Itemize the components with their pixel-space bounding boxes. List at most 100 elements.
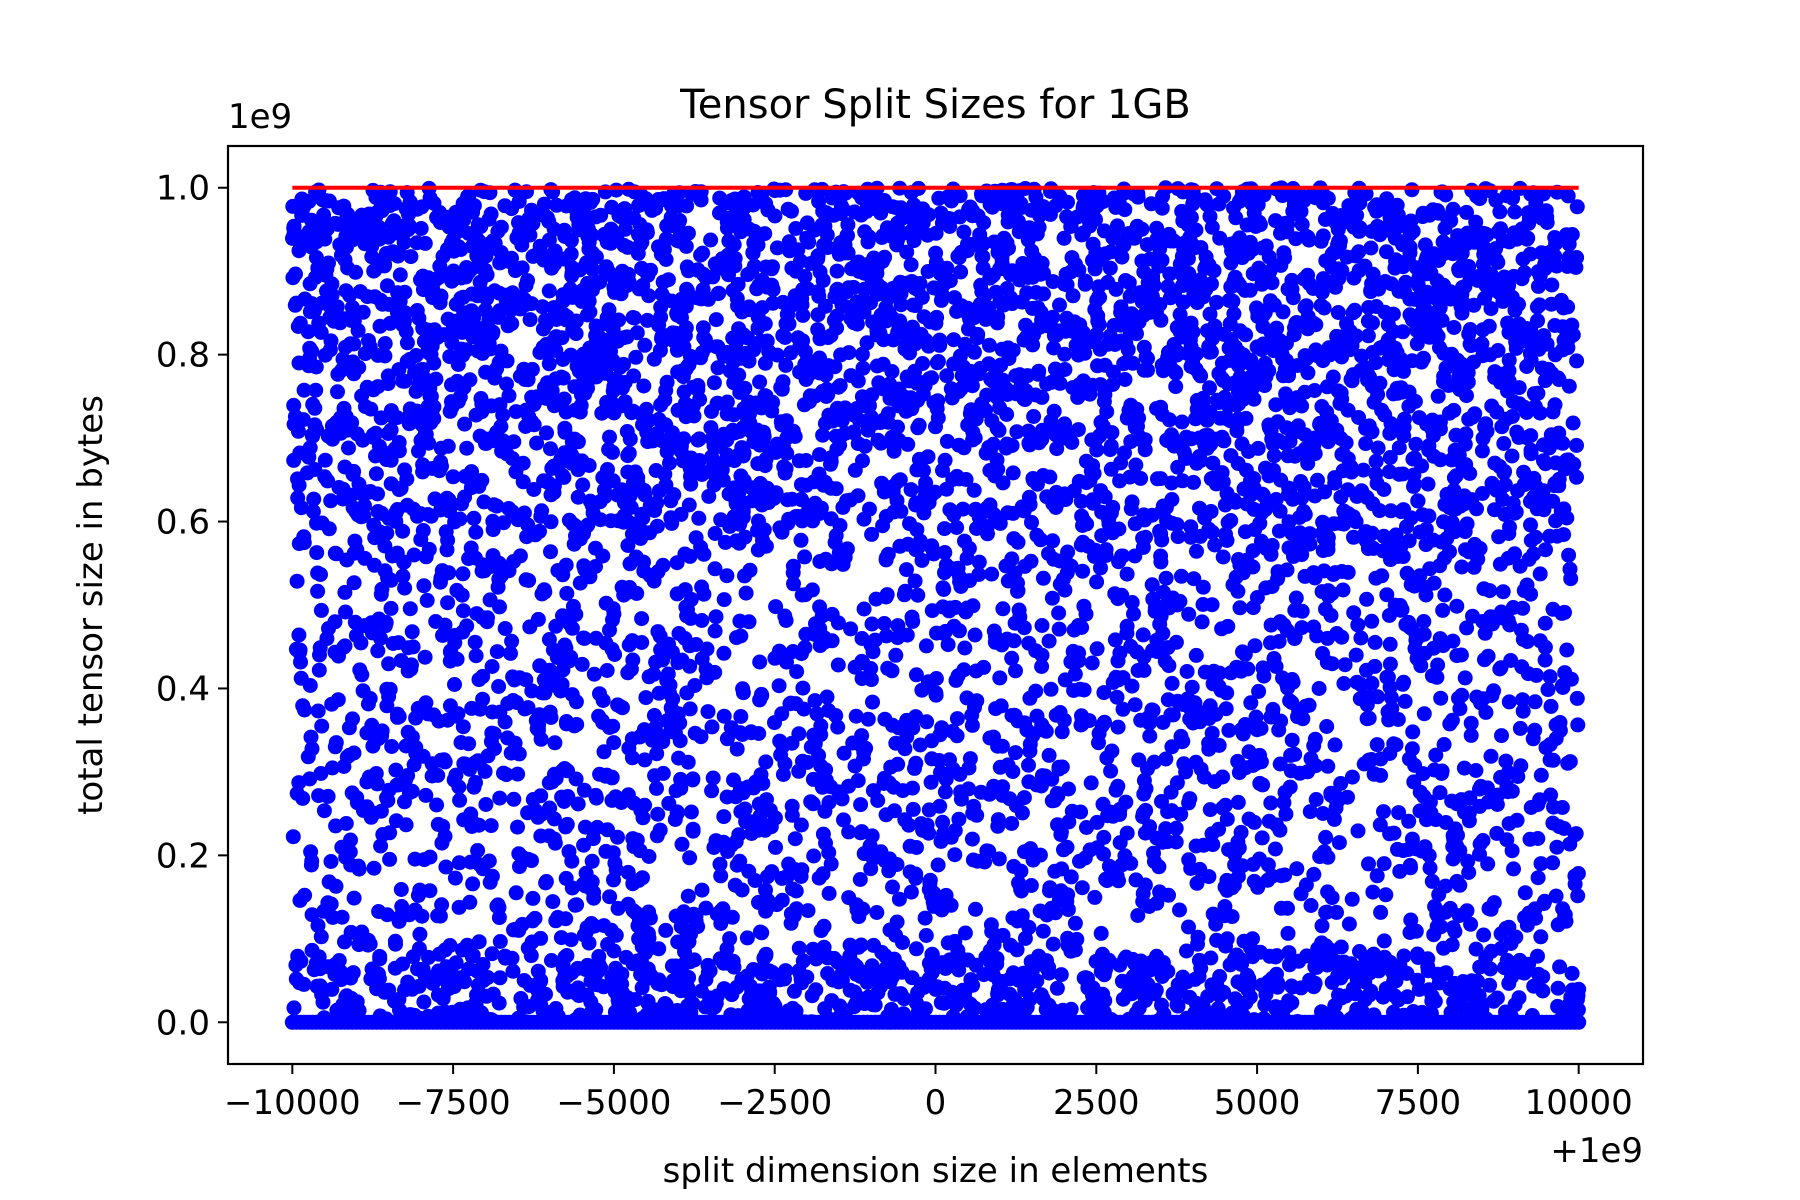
scatter-point — [492, 790, 508, 806]
scatter-point — [886, 504, 902, 520]
scatter-point — [1442, 405, 1457, 421]
scatter-point — [602, 622, 617, 638]
scatter-point — [1351, 410, 1367, 425]
scatter-point — [667, 812, 683, 827]
scatter-point — [939, 433, 955, 449]
scatter-point — [504, 950, 520, 966]
scatter-point — [787, 831, 803, 847]
scatter-point — [591, 708, 607, 724]
scatter-point — [1079, 820, 1094, 835]
scatter-point — [910, 587, 926, 603]
scatter-point — [679, 685, 695, 701]
scatter-point — [1091, 735, 1106, 751]
scatter-point — [1493, 926, 1509, 942]
scatter-point — [967, 627, 983, 643]
scatter-point — [600, 937, 616, 952]
scatter-point — [588, 540, 603, 556]
scatter-point — [938, 887, 954, 903]
scatter-point — [1128, 457, 1144, 473]
scatter-point — [673, 780, 689, 796]
scatter-point — [491, 679, 507, 694]
scatter-point — [1392, 863, 1408, 879]
scatter-point — [721, 267, 736, 283]
scatter-point — [802, 394, 818, 410]
scatter-point — [682, 850, 698, 866]
scatter-point — [402, 601, 418, 617]
scatter-point — [1230, 583, 1246, 599]
scatter-point — [1556, 332, 1572, 348]
scatter-point — [996, 230, 1012, 246]
scatter-point — [1051, 621, 1067, 637]
scatter-point — [349, 790, 365, 806]
scatter-point — [812, 264, 828, 280]
scatter-point — [538, 874, 554, 889]
scatter-point — [1424, 873, 1440, 889]
scatter-point — [1264, 579, 1280, 594]
scatter-point — [888, 647, 904, 663]
scatter-point — [314, 718, 330, 734]
scatter-point — [658, 477, 674, 493]
scatter-point — [1045, 936, 1061, 952]
scatter-point — [1272, 503, 1288, 519]
scatter-point — [1409, 336, 1425, 352]
scatter-point — [1324, 890, 1340, 906]
scatter-point — [1469, 222, 1484, 238]
scatter-point — [725, 283, 741, 298]
scatter-point — [1346, 605, 1362, 621]
scatter-point — [1545, 601, 1561, 617]
scatter-point — [1405, 724, 1421, 740]
scatter-point — [1294, 603, 1310, 619]
scatter-point — [320, 788, 336, 804]
scatter-point — [1418, 587, 1434, 603]
scatter-point — [508, 464, 524, 480]
scatter-point — [964, 378, 980, 394]
scatter-point — [797, 549, 813, 565]
scatter-point — [685, 823, 701, 839]
scatter-point — [1333, 385, 1349, 401]
scatter-point — [732, 613, 748, 629]
scatter-point — [1522, 831, 1538, 847]
scatter-point — [1013, 881, 1029, 897]
scatter-point — [889, 914, 905, 930]
scatter-point — [886, 803, 902, 819]
scatter-point — [1549, 839, 1565, 855]
scatter-point — [855, 453, 870, 469]
scatter-point — [959, 550, 975, 566]
scatter-point — [947, 847, 963, 863]
scatter-point — [520, 851, 536, 867]
scatter-point — [1428, 812, 1444, 828]
scatter-point — [788, 883, 804, 899]
scatter-point — [810, 322, 826, 338]
scatter-point — [397, 462, 413, 478]
scatter-point — [990, 812, 1006, 828]
scatter-point — [907, 363, 923, 379]
scatter-point — [1124, 494, 1140, 510]
scatter-point — [1349, 674, 1365, 690]
scatter-point — [602, 429, 617, 445]
scatter-point — [1318, 601, 1333, 617]
scatter-point — [708, 312, 724, 328]
scatter-point — [930, 393, 946, 409]
scatter-point — [738, 814, 754, 830]
scatter-point — [1346, 529, 1361, 545]
scatter-point — [461, 736, 477, 752]
scatter-point — [1532, 566, 1548, 582]
scatter-point — [429, 797, 445, 813]
scatter-point — [910, 202, 926, 218]
scatter-point — [1241, 444, 1256, 459]
scatter-point — [1491, 529, 1507, 545]
scatter-point — [1371, 281, 1387, 297]
scatter-point — [599, 663, 615, 678]
scatter-point — [464, 700, 480, 716]
scatter-point — [1476, 246, 1492, 262]
scatter-point — [638, 690, 654, 706]
scatter-point — [1089, 574, 1105, 590]
scatter-point — [1107, 632, 1123, 648]
scatter-point — [856, 511, 872, 527]
scatter-point — [344, 299, 360, 315]
scatter-point — [294, 205, 310, 221]
scatter-point — [1306, 738, 1322, 754]
scatter-point — [1004, 816, 1020, 831]
scatter-point — [669, 342, 685, 358]
scatter-point — [650, 806, 666, 822]
